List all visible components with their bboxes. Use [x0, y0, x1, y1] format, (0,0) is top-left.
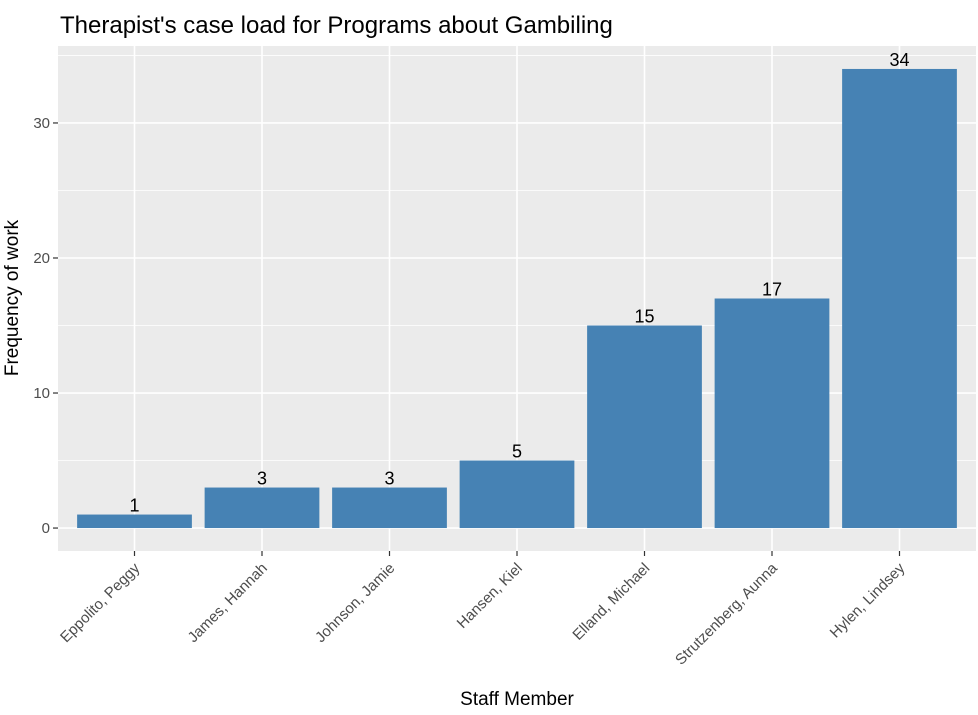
x-tick-label: Strutzenberg, Aunna: [672, 559, 781, 668]
y-axis-title: Frequency of work: [2, 219, 23, 376]
x-tick-label: Eppolito, Peggy: [57, 559, 144, 646]
x-tick-label: James, Hannah: [185, 560, 271, 646]
y-tick-label: 20: [33, 250, 50, 267]
bar: [587, 325, 702, 529]
y-tick-label: 30: [33, 115, 50, 132]
data-label: 15: [634, 307, 654, 327]
x-tick-label: Hansen, Kiel: [454, 560, 526, 632]
bar: [332, 487, 447, 529]
data-label: 5: [512, 442, 522, 462]
y-axis: 0 10 20 30: [33, 115, 58, 537]
bar: [714, 298, 830, 529]
x-axis: Eppolito, Peggy James, Hannah Johnson, Jam…: [57, 551, 909, 669]
bar: [459, 460, 575, 529]
bar: [77, 514, 192, 529]
y-tick-label: 10: [33, 385, 50, 402]
y-tick-label: 0: [42, 520, 50, 537]
bar: [842, 68, 957, 529]
bar: [204, 487, 320, 529]
x-axis-title: Staff Member: [460, 689, 574, 710]
data-labels: 1 3 3 5 15 17 34: [129, 50, 909, 516]
data-label: 17: [762, 280, 782, 300]
data-label: 1: [129, 496, 139, 516]
chart-title: Therapist's case load for Programs about…: [60, 12, 613, 39]
data-label: 3: [257, 469, 267, 489]
data-label: 34: [889, 50, 909, 70]
x-tick-label: Johnson, Jamie: [312, 560, 398, 646]
x-tick-label: Elland, Michael: [569, 560, 653, 644]
x-tick-label: Hylen, Lindsey: [827, 559, 909, 641]
data-label: 3: [384, 469, 394, 489]
bars: [77, 68, 957, 529]
